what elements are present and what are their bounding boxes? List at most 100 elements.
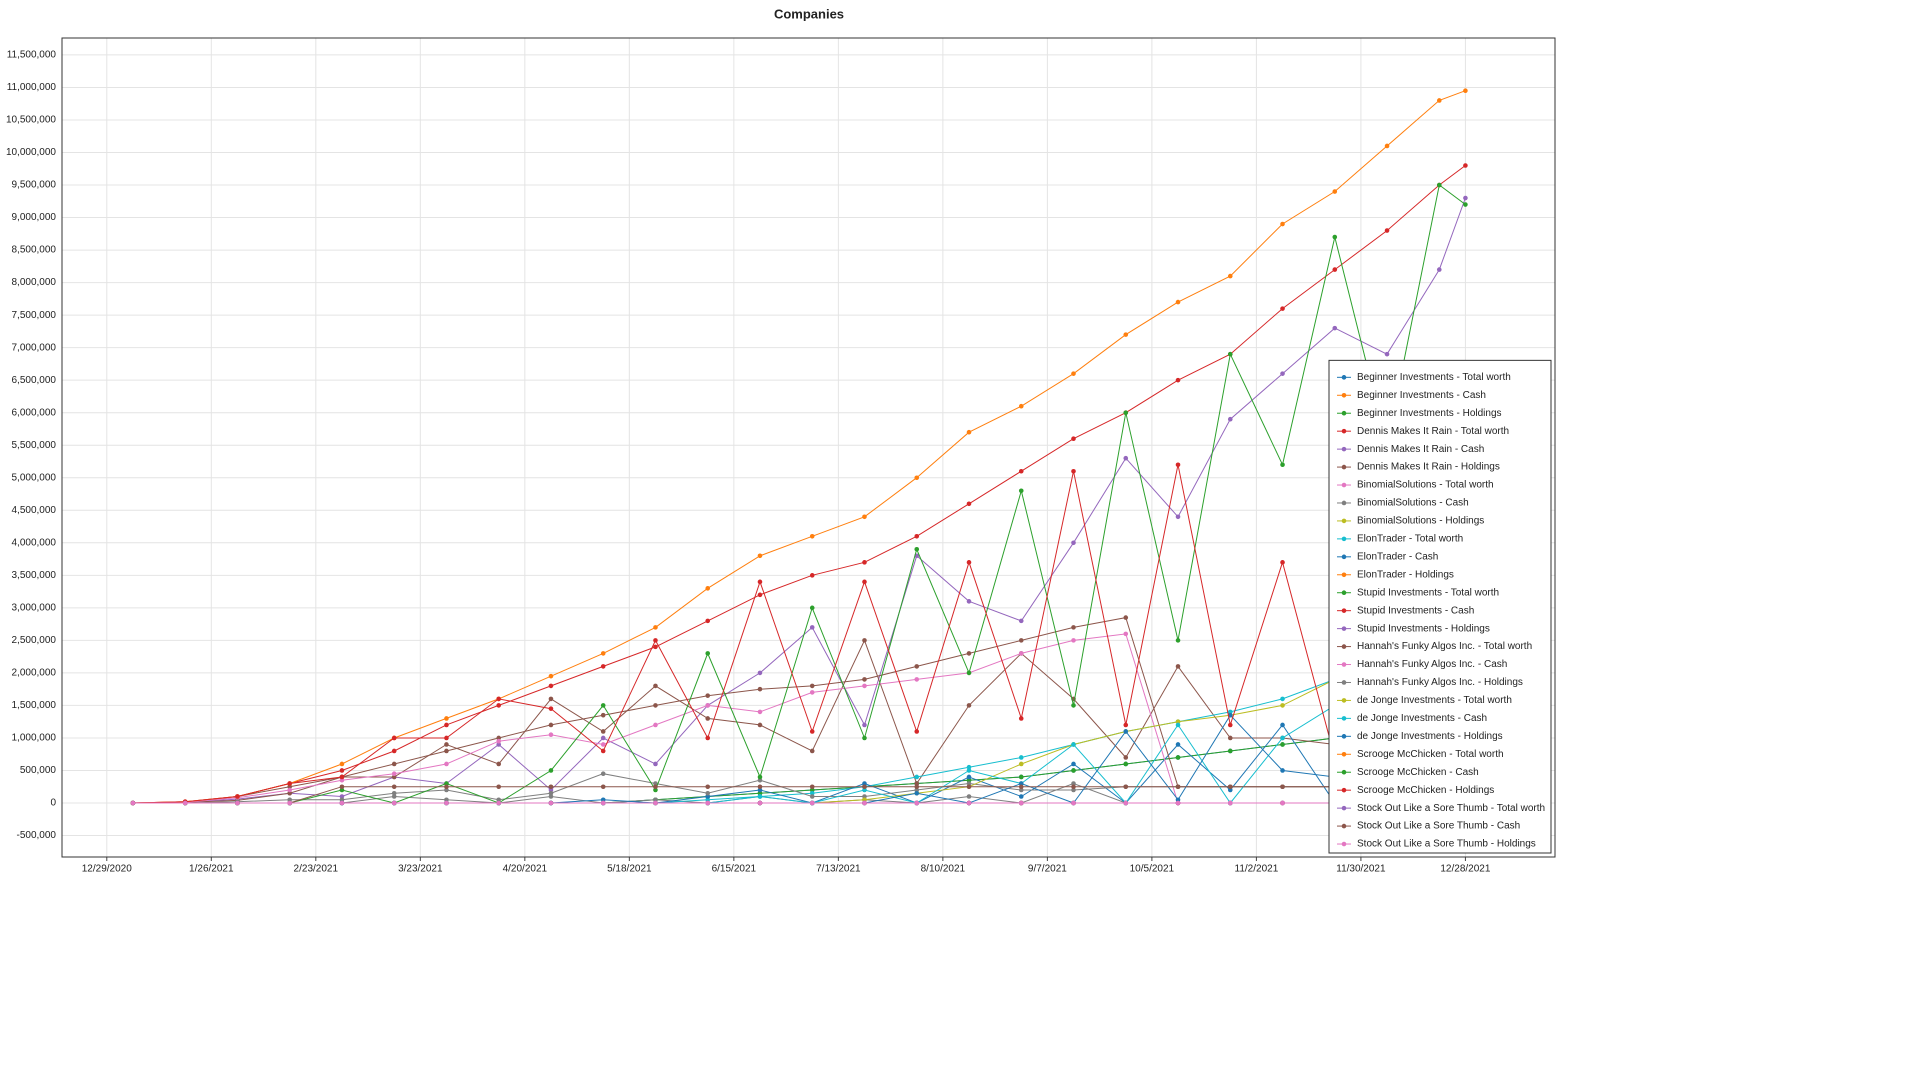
data-point <box>1175 797 1181 803</box>
data-point <box>914 664 920 669</box>
y-tick-label: 9,000,000 <box>12 212 57 223</box>
data-point <box>809 683 815 689</box>
data-point <box>548 800 554 806</box>
data-point <box>444 797 449 803</box>
data-point <box>600 664 606 669</box>
legend-label: BinomialSolutions - Cash <box>1357 498 1469 509</box>
data-point <box>705 618 711 624</box>
data-point <box>600 729 606 734</box>
data-point <box>1018 651 1024 656</box>
data-point <box>548 768 554 773</box>
legend-label: Stock Out Like a Sore Thumb - Cash <box>1357 821 1520 832</box>
data-point <box>1071 540 1076 546</box>
data-point <box>548 784 554 790</box>
y-tick-label: 5,000,000 <box>12 472 57 483</box>
plot-frame <box>61 37 1556 858</box>
legend-label: de Jonge Investments - Holdings <box>1357 731 1503 742</box>
data-point <box>1175 638 1181 643</box>
data-point <box>444 787 449 793</box>
data-point <box>339 800 345 806</box>
data-point <box>914 781 920 786</box>
data-point <box>705 651 711 656</box>
data-point <box>653 784 658 790</box>
data-point <box>809 625 815 630</box>
legend-marker <box>1341 464 1347 470</box>
data-point <box>287 797 292 803</box>
data-point <box>1436 98 1442 103</box>
data-point <box>496 761 502 767</box>
data-point <box>1332 234 1338 240</box>
data-point <box>444 716 449 721</box>
data-point <box>1123 761 1129 767</box>
legend-marker <box>1341 392 1347 398</box>
data-point <box>391 784 397 790</box>
data-point <box>1227 351 1233 357</box>
legend-label: Dennis Makes It Rain - Cash <box>1357 444 1484 455</box>
data-point <box>1332 189 1338 194</box>
legend-marker <box>1341 428 1347 434</box>
data-point <box>600 784 606 790</box>
y-tick-label: 0 <box>50 798 56 809</box>
legend-label: Scrooge McChicken - Total worth <box>1357 749 1504 760</box>
data-point <box>444 761 449 767</box>
legend-marker <box>1341 716 1347 721</box>
y-tick-label: -500,000 <box>17 830 57 841</box>
data-point <box>1071 781 1076 786</box>
data-point <box>757 777 763 783</box>
data-point <box>1175 299 1181 305</box>
legend-marker <box>1341 626 1347 631</box>
data-point <box>914 784 920 790</box>
data-point <box>600 771 606 777</box>
legend-marker <box>1341 608 1347 613</box>
data-point <box>339 768 345 773</box>
data-point <box>914 677 920 682</box>
data-point <box>287 800 292 806</box>
data-point <box>444 800 449 806</box>
legend-label: Stupid Investments - Total worth <box>1357 587 1499 598</box>
data-point <box>1071 800 1076 806</box>
data-point <box>1280 768 1285 773</box>
y-tick-label: 1,500,000 <box>12 700 57 711</box>
legend-label: Stock Out Like a Sore Thumb - Total wort… <box>1357 803 1545 814</box>
data-point <box>1175 462 1181 468</box>
data-point <box>862 514 867 520</box>
data-point <box>600 800 606 806</box>
x-tick-label: 2/23/2021 <box>294 864 339 875</box>
data-point <box>1332 325 1338 331</box>
data-point <box>1018 761 1024 767</box>
data-point <box>1071 371 1076 376</box>
data-point <box>757 800 763 806</box>
data-point <box>1384 351 1390 357</box>
legend-label: Stock Out Like a Sore Thumb - Holdings <box>1357 839 1536 850</box>
x-tick-label: 6/15/2021 <box>712 864 757 875</box>
data-point <box>1280 703 1285 708</box>
data-point <box>1071 638 1076 643</box>
data-point <box>757 722 763 728</box>
data-point <box>1280 221 1285 227</box>
data-point <box>1071 784 1076 790</box>
data-point <box>966 774 972 780</box>
data-point <box>914 774 920 780</box>
data-point <box>391 748 397 754</box>
data-point <box>809 573 815 578</box>
legend-label: Scrooge McChicken - Holdings <box>1357 785 1494 796</box>
legend-marker <box>1341 769 1347 775</box>
data-point <box>966 560 972 565</box>
data-point <box>809 794 815 799</box>
data-point <box>757 790 763 796</box>
legend-label: BinomialSolutions - Holdings <box>1357 516 1484 527</box>
x-tick-label: 10/5/2021 <box>1130 864 1175 875</box>
data-point <box>1018 781 1024 786</box>
data-point <box>1071 787 1076 793</box>
data-point <box>1280 560 1285 565</box>
data-point <box>653 761 658 767</box>
data-point <box>1018 716 1024 721</box>
data-point <box>1123 410 1129 415</box>
data-point <box>235 794 240 799</box>
y-tick-label: 2,000,000 <box>12 668 57 679</box>
data-point <box>862 722 867 728</box>
y-tick-label: 5,500,000 <box>12 440 57 451</box>
legend-label: de Jonge Investments - Total worth <box>1357 695 1512 706</box>
legend-marker <box>1341 662 1347 667</box>
